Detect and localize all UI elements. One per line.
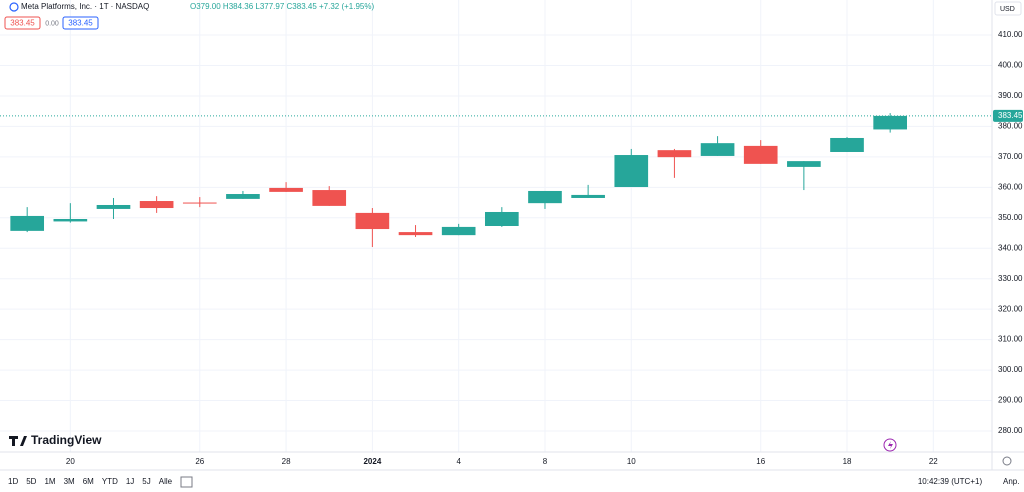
y-tick-label: 410.00 xyxy=(998,30,1023,39)
y-tick-label: 310.00 xyxy=(998,335,1023,344)
x-tick-label: 16 xyxy=(756,457,765,466)
candle-body xyxy=(53,218,88,222)
y-tick-label: 370.00 xyxy=(998,152,1023,161)
candle-body xyxy=(873,115,907,130)
currency[interactable]: USD xyxy=(1000,6,1015,13)
x-tick-label: 10 xyxy=(627,457,636,466)
clock: 10:42:39 (UTC+1) xyxy=(918,477,983,486)
range-button[interactable]: 1M xyxy=(44,477,55,486)
events-icon[interactable] xyxy=(883,438,897,452)
scale-mode[interactable]: Anp. xyxy=(1003,477,1019,486)
tradingview-logo: TradingView xyxy=(9,433,102,447)
y-tick-label: 290.00 xyxy=(998,396,1023,405)
range-button[interactable]: 3M xyxy=(64,477,75,486)
y-tick-label: 280.00 xyxy=(998,426,1023,435)
sell-price[interactable]: 383.45 xyxy=(10,19,35,28)
y-tick-label: 330.00 xyxy=(998,274,1023,283)
candle-body xyxy=(10,215,45,231)
x-tick-label: 22 xyxy=(929,457,938,466)
y-tick-label: 340.00 xyxy=(998,243,1023,252)
candle-body xyxy=(312,190,347,206)
candle-body xyxy=(355,212,390,230)
candle-body xyxy=(571,194,605,198)
range-button[interactable]: 1J xyxy=(126,477,134,486)
x-tick-label: 20 xyxy=(66,457,75,466)
y-tick-label: 400.00 xyxy=(998,61,1023,70)
x-tick-label: 2024 xyxy=(363,457,381,466)
y-tick-label: 360.00 xyxy=(998,182,1023,191)
date-range-icon[interactable] xyxy=(180,476,193,488)
candle-body xyxy=(614,155,649,188)
candle-body xyxy=(700,143,735,156)
candle-body xyxy=(139,201,174,209)
range-button[interactable]: 5J xyxy=(142,477,150,486)
candle-body xyxy=(96,204,131,209)
candle-body xyxy=(269,187,303,192)
sell-tag[interactable] xyxy=(4,16,41,30)
events-bolt xyxy=(888,441,893,449)
buy-price[interactable]: 383.45 xyxy=(68,19,93,28)
range-button[interactable]: YTD xyxy=(102,477,118,486)
x-tick-label: 26 xyxy=(195,457,204,466)
x-tick-label: 4 xyxy=(456,457,461,466)
candle-body xyxy=(743,145,778,164)
candle-body xyxy=(484,211,519,226)
x-tick-label: 18 xyxy=(843,457,852,466)
range-button[interactable]: 6M xyxy=(83,477,94,486)
y-tick-label: 380.00 xyxy=(998,122,1023,131)
symbol-logo xyxy=(9,2,19,12)
toolbar: 1D 5D 1M 3M 6M YTD 1J 5J Alle xyxy=(8,477,173,486)
y-tick-label: 300.00 xyxy=(998,365,1023,374)
candle-body xyxy=(830,137,864,152)
last-price-badge xyxy=(993,109,1023,122)
spread: 0.00 xyxy=(45,20,59,27)
candle-body xyxy=(398,232,433,236)
last-price-label: 383.45 xyxy=(998,111,1023,120)
chart-title: Meta Platforms, Inc. · 1T · NASDAQ xyxy=(21,2,149,11)
candle-body xyxy=(182,202,217,204)
candle-body xyxy=(657,150,692,158)
range-button[interactable]: 5D xyxy=(26,477,36,486)
buy-tag[interactable] xyxy=(62,16,99,30)
range-button[interactable]: Alle xyxy=(159,477,173,486)
candle-body xyxy=(787,161,821,167)
logo-icon xyxy=(9,436,27,446)
currency-button[interactable] xyxy=(994,1,1022,16)
candle-body xyxy=(441,226,476,236)
candle-body xyxy=(226,194,260,199)
x-tick-label: 28 xyxy=(282,457,291,466)
range-button[interactable]: 1D xyxy=(8,477,18,486)
x-tick-label: 8 xyxy=(543,457,548,466)
candle-body xyxy=(528,190,562,204)
marks xyxy=(0,113,992,248)
y-tick-label: 320.00 xyxy=(998,304,1023,313)
ohlc-legend: O379.00 H384.36 L377.97 C383.45 +7.32 (+… xyxy=(190,2,374,11)
axis-settings[interactable] xyxy=(1002,456,1012,466)
y-tick-label: 390.00 xyxy=(998,91,1023,100)
y-tick-label: 350.00 xyxy=(998,213,1023,222)
logo-text: TradingView xyxy=(31,433,102,447)
